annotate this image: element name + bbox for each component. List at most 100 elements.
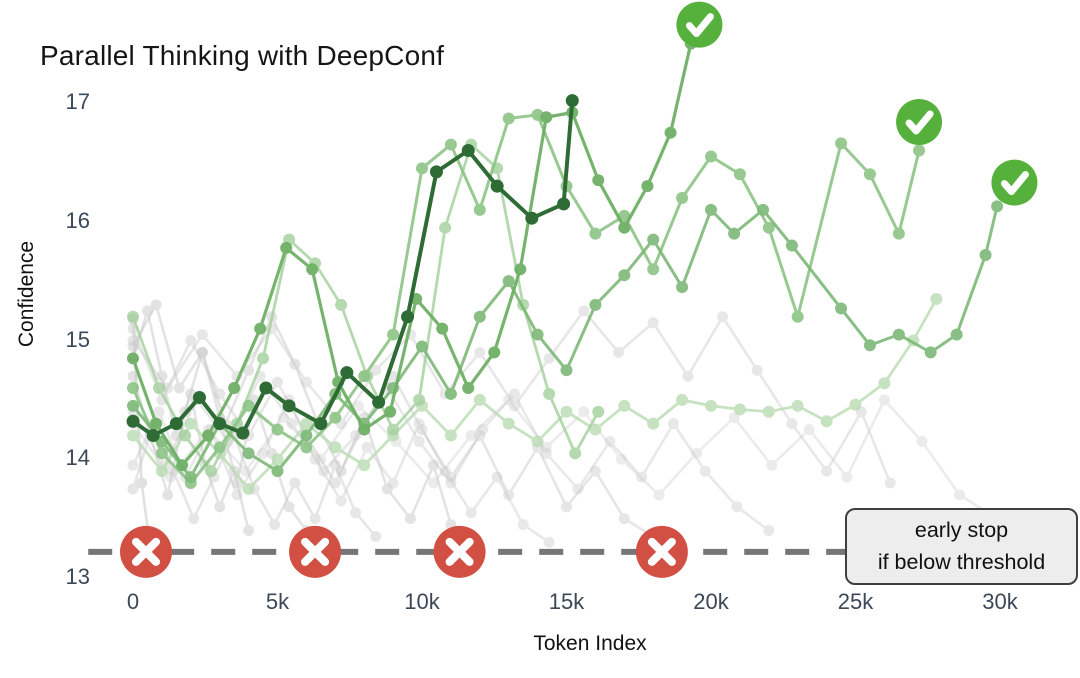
data-point [613,346,625,358]
data-point [731,501,743,513]
data-point [387,423,400,436]
data-point [214,388,226,400]
data-point [991,200,1004,213]
data-point [127,352,139,365]
data-point [242,482,255,495]
data-point [849,398,862,411]
data-point [329,411,342,424]
data-point [350,507,362,519]
data-point [589,298,602,311]
data-point [676,393,689,406]
series-stopped-8 [127,394,1035,542]
data-point [184,417,197,430]
y-tick-label: 16 [65,207,90,233]
data-point [884,477,896,489]
data-point [315,453,327,465]
data-point [127,429,139,442]
data-point [560,405,573,418]
data-point [717,311,729,323]
data-point [578,406,590,418]
data-point [540,441,552,453]
data-point [954,489,966,501]
data-point [306,263,319,276]
x-tick-label: 30k [982,589,1018,614]
data-point [878,394,890,406]
data-point [413,435,425,447]
data-point [618,269,631,282]
data-point [289,477,301,489]
data-point [329,441,342,454]
data-point [372,395,386,409]
x-tick-label: 0 [126,589,140,614]
data-point [213,417,227,431]
data-point [127,399,139,412]
data-point [413,418,425,430]
data-point [705,399,717,412]
data-point [733,168,746,181]
data-point [240,465,252,477]
data-point [300,441,313,454]
data-point [228,382,241,394]
data-point [461,144,475,157]
data-point [329,477,341,489]
annotation-line-1: early stop [914,518,1009,543]
data-point [589,227,602,240]
data-point [170,430,182,441]
data-point [531,435,544,448]
data-point [269,519,281,531]
data-point [682,370,694,382]
data-point [436,322,449,335]
data-point [835,137,848,150]
data-point [474,430,486,441]
data-point [127,483,139,495]
trace-line [131,309,892,485]
data-point [924,346,937,359]
data-point [300,417,313,430]
data-point [540,111,553,124]
data-point [508,388,520,400]
data-point [820,415,833,428]
data-point [592,174,605,187]
data-point [592,405,605,418]
data-point [329,459,341,471]
data-point [705,203,717,216]
data-point [863,339,876,352]
data-point [429,165,443,179]
data-point [705,150,717,163]
data-point [243,525,255,536]
data-point [503,394,515,406]
data-point [243,364,255,376]
success-check-icon [896,99,943,145]
data-point [153,406,165,418]
data-point [428,477,440,489]
data-point [272,376,283,388]
data-point [950,328,963,341]
data-point [126,414,140,428]
data-point [257,352,270,365]
y-tick-label: 15 [65,326,90,352]
data-point [618,209,631,222]
data-point [335,495,347,507]
data-point [309,513,321,525]
data-point [196,329,208,341]
data-point [691,447,703,459]
data-point [618,399,631,412]
y-tick-label: 13 [65,564,90,589]
data-point [465,507,477,519]
data-point [205,465,218,478]
data-point [525,211,539,225]
data-point [136,477,148,489]
data-point [416,340,428,353]
data-point [916,435,928,447]
data-point [242,447,255,460]
data-point [757,203,770,216]
data-point [370,364,382,376]
data-point [162,489,174,501]
data-point [277,412,289,424]
data-point [271,465,284,478]
data-point [979,249,992,261]
data-point [490,179,504,193]
data-point [508,400,520,412]
data-point [176,459,189,472]
data-point [560,364,573,377]
